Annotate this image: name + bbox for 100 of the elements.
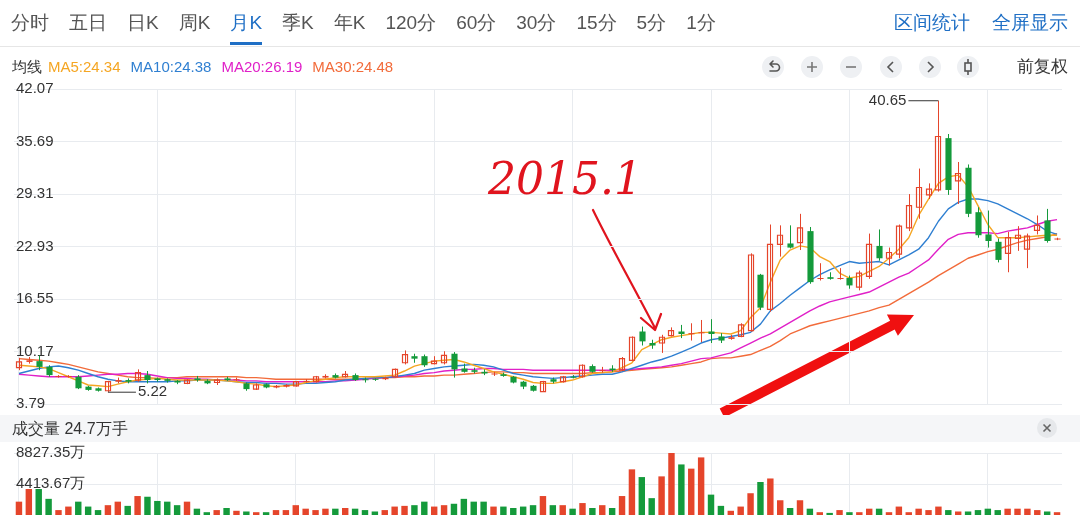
bar: [1034, 510, 1041, 515]
bar: [559, 505, 566, 515]
text: 前复权: [1017, 56, 1068, 78]
bar: [1024, 508, 1031, 515]
bar: [421, 501, 428, 515]
bar: [796, 500, 804, 515]
bar: [203, 512, 211, 515]
bar: [243, 511, 250, 515]
bar: [45, 498, 52, 515]
y-tick-label: 29.31: [16, 184, 54, 202]
candlestick: [1023, 233, 1031, 269]
text: 120分: [385, 11, 437, 35]
candlestick: [688, 322, 695, 342]
candlestick: [698, 319, 705, 343]
bar: [974, 510, 982, 515]
bar: [272, 510, 280, 515]
text: 全屏显示: [992, 11, 1068, 35]
bar: [292, 505, 299, 515]
annotation: 40.65: [868, 90, 907, 108]
text: 30分: [516, 11, 557, 35]
bar: [905, 512, 912, 515]
candlestick: [1033, 214, 1041, 235]
bar: [915, 508, 922, 515]
bar: [954, 511, 962, 515]
y-tick-label: 16.55: [16, 289, 54, 307]
text: 60分: [456, 11, 497, 35]
bar: [717, 505, 725, 515]
y-tick-label: 42.07: [16, 79, 54, 97]
bar: [777, 500, 784, 515]
bar: [253, 512, 260, 515]
text: MA30:24.48: [312, 58, 394, 75]
bar: [707, 494, 715, 515]
y-tick-label: 35.69: [16, 131, 54, 149]
annotation: 2015.1: [487, 153, 642, 204]
bar: [549, 505, 557, 515]
bar: [608, 507, 616, 515]
bar: [371, 511, 379, 515]
bar: [322, 508, 329, 515]
candlestick: [876, 228, 883, 262]
bar: [618, 496, 626, 515]
bar: [786, 507, 794, 515]
candlestick: [934, 100, 942, 193]
bar: [332, 508, 339, 515]
bar: [757, 481, 764, 515]
annotation: 5.22: [137, 382, 168, 400]
text: MA20:26.19: [221, 58, 303, 75]
candlestick: [628, 335, 636, 362]
text: 分时: [11, 11, 49, 35]
bar: [282, 510, 290, 515]
bar: [885, 512, 893, 515]
bar: [628, 469, 636, 515]
candlestick: [708, 318, 715, 344]
text: MA5:24.34: [48, 58, 121, 75]
bar: [925, 510, 932, 515]
bar: [668, 453, 675, 515]
candlestick: [65, 374, 72, 379]
candlestick: [747, 252, 755, 332]
bar: [856, 512, 863, 515]
y-tick-label: 4413.67万: [16, 474, 86, 492]
bar: [569, 508, 576, 515]
candlestick: [865, 233, 873, 280]
candlestick: [303, 378, 310, 384]
bar: [401, 505, 408, 515]
bar: [213, 510, 220, 515]
bar: [500, 506, 507, 515]
bar: [460, 498, 468, 515]
bar: [648, 498, 655, 515]
bar: [302, 508, 309, 515]
candlestick: [855, 270, 863, 291]
text: 15分: [576, 11, 617, 35]
text: 周K: [178, 11, 211, 35]
bar: [440, 505, 448, 515]
candlestick: [905, 193, 913, 232]
bar: [480, 501, 487, 515]
text: 5分: [636, 11, 667, 35]
bar: [144, 496, 151, 515]
bar: [994, 510, 1001, 515]
bar: [579, 503, 586, 515]
y-tick-label: 8827.35万: [16, 443, 86, 461]
text: 年K: [333, 11, 366, 35]
bar: [697, 457, 705, 515]
bar: [94, 510, 102, 515]
candlestick: [915, 168, 923, 220]
bar: [1043, 511, 1051, 515]
bar: [658, 476, 665, 515]
candlestick: [451, 351, 458, 379]
candlestick: [837, 267, 844, 281]
bar: [688, 468, 695, 515]
bar: [816, 512, 823, 515]
candlestick: [639, 326, 646, 346]
bar: [737, 506, 744, 515]
bar: [450, 503, 458, 515]
candlestick: [796, 213, 804, 251]
text: 日K: [127, 11, 159, 35]
bar: [539, 496, 547, 515]
candlestick: [975, 206, 982, 239]
candlestick: [1044, 208, 1051, 244]
bar: [164, 501, 171, 515]
bar: [510, 507, 517, 515]
candlestick: [372, 377, 379, 382]
